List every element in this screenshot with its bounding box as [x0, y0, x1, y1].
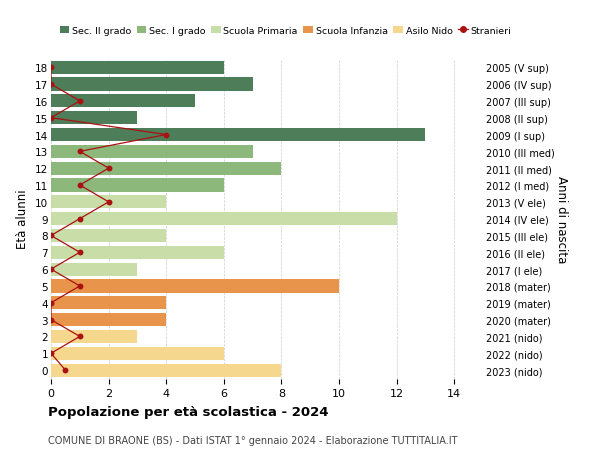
- Bar: [51, 112, 137, 125]
- Bar: [51, 280, 339, 293]
- Text: COMUNE DI BRAONE (BS) - Dati ISTAT 1° gennaio 2024 - Elaborazione TUTTITALIA.IT: COMUNE DI BRAONE (BS) - Dati ISTAT 1° ge…: [48, 435, 458, 445]
- Bar: [51, 263, 137, 276]
- Bar: [51, 330, 137, 343]
- Bar: [51, 62, 224, 75]
- Bar: [51, 230, 166, 242]
- Y-axis label: Anni di nascita: Anni di nascita: [556, 176, 568, 263]
- Y-axis label: Età alunni: Età alunni: [16, 190, 29, 249]
- Point: [75, 216, 85, 223]
- Point: [46, 64, 56, 72]
- Point: [75, 283, 85, 290]
- Point: [75, 333, 85, 341]
- Point: [46, 115, 56, 122]
- Bar: [51, 78, 253, 91]
- Bar: [51, 146, 253, 158]
- Point: [46, 232, 56, 240]
- Point: [75, 148, 85, 156]
- Bar: [51, 313, 166, 326]
- Bar: [51, 213, 397, 226]
- Point: [75, 249, 85, 257]
- Point: [61, 367, 70, 374]
- Text: Popolazione per età scolastica - 2024: Popolazione per età scolastica - 2024: [48, 405, 329, 419]
- Bar: [51, 364, 281, 377]
- Bar: [51, 246, 224, 259]
- Point: [104, 165, 113, 173]
- Bar: [51, 347, 224, 360]
- Point: [46, 266, 56, 273]
- Point: [75, 98, 85, 105]
- Legend: Sec. II grado, Sec. I grado, Scuola Primaria, Scuola Infanzia, Asilo Nido, Stran: Sec. II grado, Sec. I grado, Scuola Prim…: [56, 23, 515, 39]
- Bar: [51, 95, 195, 108]
- Bar: [51, 162, 281, 175]
- Point: [46, 299, 56, 307]
- Bar: [51, 129, 425, 142]
- Bar: [51, 297, 166, 310]
- Point: [46, 316, 56, 324]
- Point: [46, 350, 56, 357]
- Point: [75, 182, 85, 189]
- Bar: [51, 196, 166, 209]
- Point: [161, 132, 171, 139]
- Point: [46, 81, 56, 89]
- Point: [104, 199, 113, 206]
- Bar: [51, 179, 224, 192]
